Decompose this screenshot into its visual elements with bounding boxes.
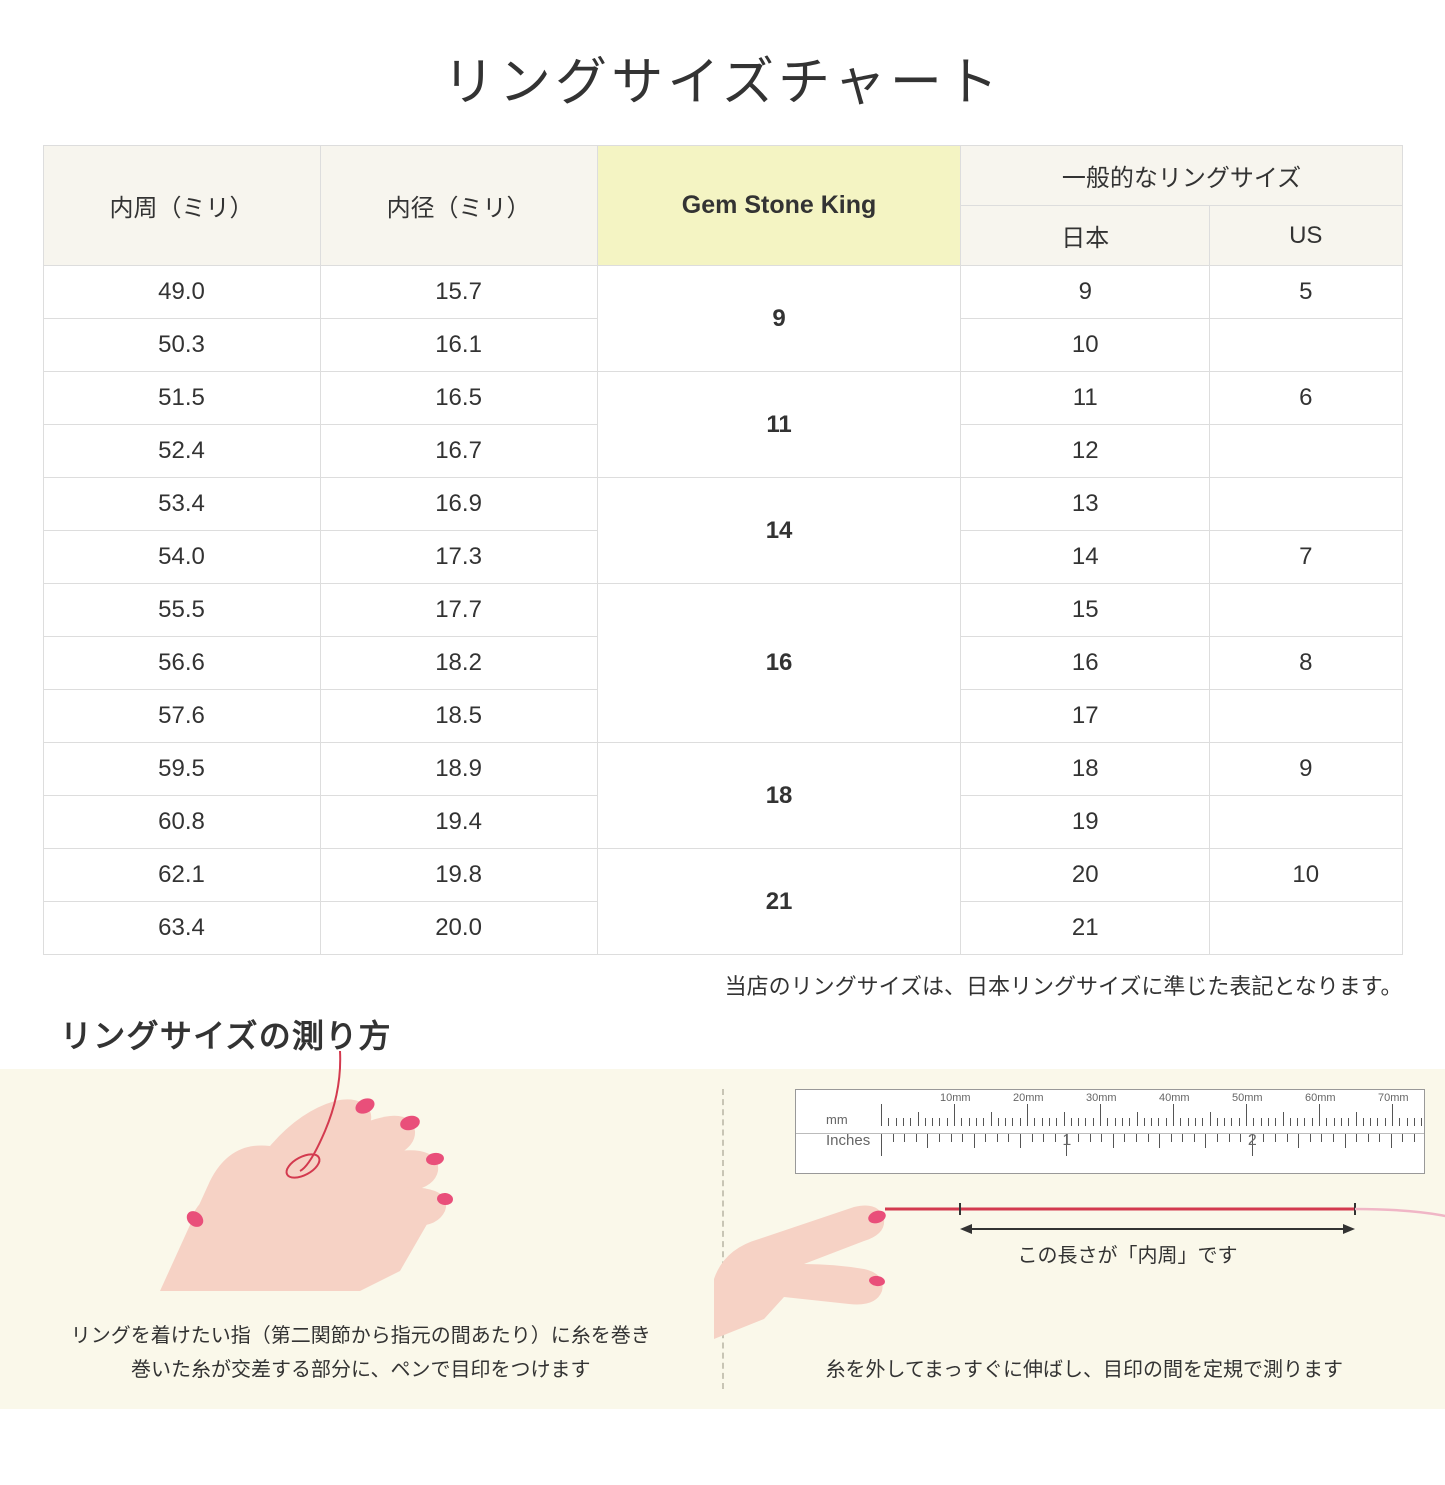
howto-step2-text: 糸を外してまっすぐに伸ばし、目印の間を定規で測ります	[752, 1353, 1416, 1387]
cell-japan: 10	[961, 319, 1210, 372]
ruler-mm-unit: mm	[826, 1112, 848, 1127]
cell-us	[1210, 478, 1403, 531]
cell-circumference: 54.0	[43, 531, 320, 584]
cell-diameter: 17.3	[320, 531, 597, 584]
table-row: 62.119.8212010	[43, 849, 1402, 902]
table-row: 53.416.91413	[43, 478, 1402, 531]
cell-us: 6	[1210, 372, 1403, 425]
cell-diameter: 19.4	[320, 796, 597, 849]
th-gsk: Gem Stone King	[597, 146, 961, 266]
cell-gsk: 16	[597, 584, 961, 743]
cell-japan: 9	[961, 266, 1210, 319]
cell-japan: 15	[961, 584, 1210, 637]
cell-japan: 21	[961, 902, 1210, 955]
th-us: US	[1210, 206, 1403, 266]
size-table-container: 内周（ミリ） 内径（ミリ） Gem Stone King 一般的なリングサイズ …	[43, 145, 1403, 955]
cell-diameter: 18.5	[320, 690, 597, 743]
cell-circumference: 62.1	[43, 849, 320, 902]
cell-us	[1210, 584, 1403, 637]
cell-circumference: 49.0	[43, 266, 320, 319]
cell-circumference: 56.6	[43, 637, 320, 690]
cell-diameter: 19.8	[320, 849, 597, 902]
cell-japan: 20	[961, 849, 1210, 902]
ruler-in-unit: Inches	[826, 1132, 870, 1149]
cell-gsk: 18	[597, 743, 961, 849]
cell-diameter: 20.0	[320, 902, 597, 955]
table-row: 49.015.7995	[43, 266, 1402, 319]
cell-circumference: 53.4	[43, 478, 320, 531]
cell-japan: 14	[961, 531, 1210, 584]
cell-diameter: 16.1	[320, 319, 597, 372]
th-diameter: 内径（ミリ）	[320, 146, 597, 266]
cell-japan: 11	[961, 372, 1210, 425]
page-title: リングサイズチャート	[0, 40, 1445, 115]
cell-japan: 13	[961, 478, 1210, 531]
cell-circumference: 59.5	[43, 743, 320, 796]
cell-japan: 17	[961, 690, 1210, 743]
cell-circumference: 52.4	[43, 425, 320, 478]
ruler-area: 10mm20mm30mm40mm50mm60mm70mm mm Inches 1…	[795, 1089, 1425, 1174]
cell-circumference: 51.5	[43, 372, 320, 425]
cell-diameter: 17.7	[320, 584, 597, 637]
arrow-label: この長さが「内周」です	[960, 1239, 1295, 1268]
howto-step1-text: リングを着けたい指（第二関節から指元の間あたり）に糸を巻き巻いた糸が交差する部分…	[29, 1319, 693, 1387]
size-tbody: 49.015.799550.316.11051.516.51111652.416…	[43, 266, 1402, 955]
cell-diameter: 15.7	[320, 266, 597, 319]
cell-circumference: 50.3	[43, 319, 320, 372]
cell-us: 5	[1210, 266, 1403, 319]
cell-circumference: 60.8	[43, 796, 320, 849]
cell-us	[1210, 796, 1403, 849]
hand-illustration-2	[714, 1179, 894, 1339]
cell-gsk: 9	[597, 266, 961, 372]
cell-japan: 19	[961, 796, 1210, 849]
table-row: 59.518.918189	[43, 743, 1402, 796]
arrow-bar	[960, 1223, 1355, 1235]
cell-japan: 16	[961, 637, 1210, 690]
cell-diameter: 16.7	[320, 425, 597, 478]
cell-gsk: 14	[597, 478, 961, 584]
cell-diameter: 16.5	[320, 372, 597, 425]
cell-us: 7	[1210, 531, 1403, 584]
cell-diameter: 16.9	[320, 478, 597, 531]
howto-panel-1: リングを着けたい指（第二関節から指元の間あたり）に糸を巻き巻いた糸が交差する部分…	[0, 1069, 722, 1409]
howto-panel-2: 10mm20mm30mm40mm50mm60mm70mm mm Inches 1…	[724, 1069, 1445, 1409]
cell-us	[1210, 319, 1403, 372]
cell-us: 10	[1210, 849, 1403, 902]
cell-circumference: 63.4	[43, 902, 320, 955]
cell-gsk: 11	[597, 372, 961, 478]
cell-us	[1210, 690, 1403, 743]
cell-diameter: 18.9	[320, 743, 597, 796]
th-general: 一般的なリングサイズ	[961, 146, 1402, 206]
th-circumference: 内周（ミリ）	[43, 146, 320, 266]
cell-japan: 12	[961, 425, 1210, 478]
cell-diameter: 18.2	[320, 637, 597, 690]
cell-gsk: 21	[597, 849, 961, 955]
cell-circumference: 55.5	[43, 584, 320, 637]
table-row: 51.516.511116	[43, 372, 1402, 425]
size-table: 内周（ミリ） 内径（ミリ） Gem Stone King 一般的なリングサイズ …	[43, 145, 1403, 955]
cell-us	[1210, 902, 1403, 955]
table-note: 当店のリングサイズは、日本リングサイズに準じた表記となります。	[43, 969, 1403, 1001]
ruler-illustration: 10mm20mm30mm40mm50mm60mm70mm mm Inches 1…	[795, 1089, 1425, 1174]
cell-japan: 18	[961, 743, 1210, 796]
howto-panels: リングを着けたい指（第二関節から指元の間あたり）に糸を巻き巻いた糸が交差する部分…	[0, 1069, 1445, 1409]
table-row: 55.517.71615	[43, 584, 1402, 637]
cell-circumference: 57.6	[43, 690, 320, 743]
hand-illustration-1	[100, 1051, 480, 1291]
th-japan: 日本	[961, 206, 1210, 266]
cell-us	[1210, 425, 1403, 478]
cell-us: 8	[1210, 637, 1403, 690]
cell-us: 9	[1210, 743, 1403, 796]
